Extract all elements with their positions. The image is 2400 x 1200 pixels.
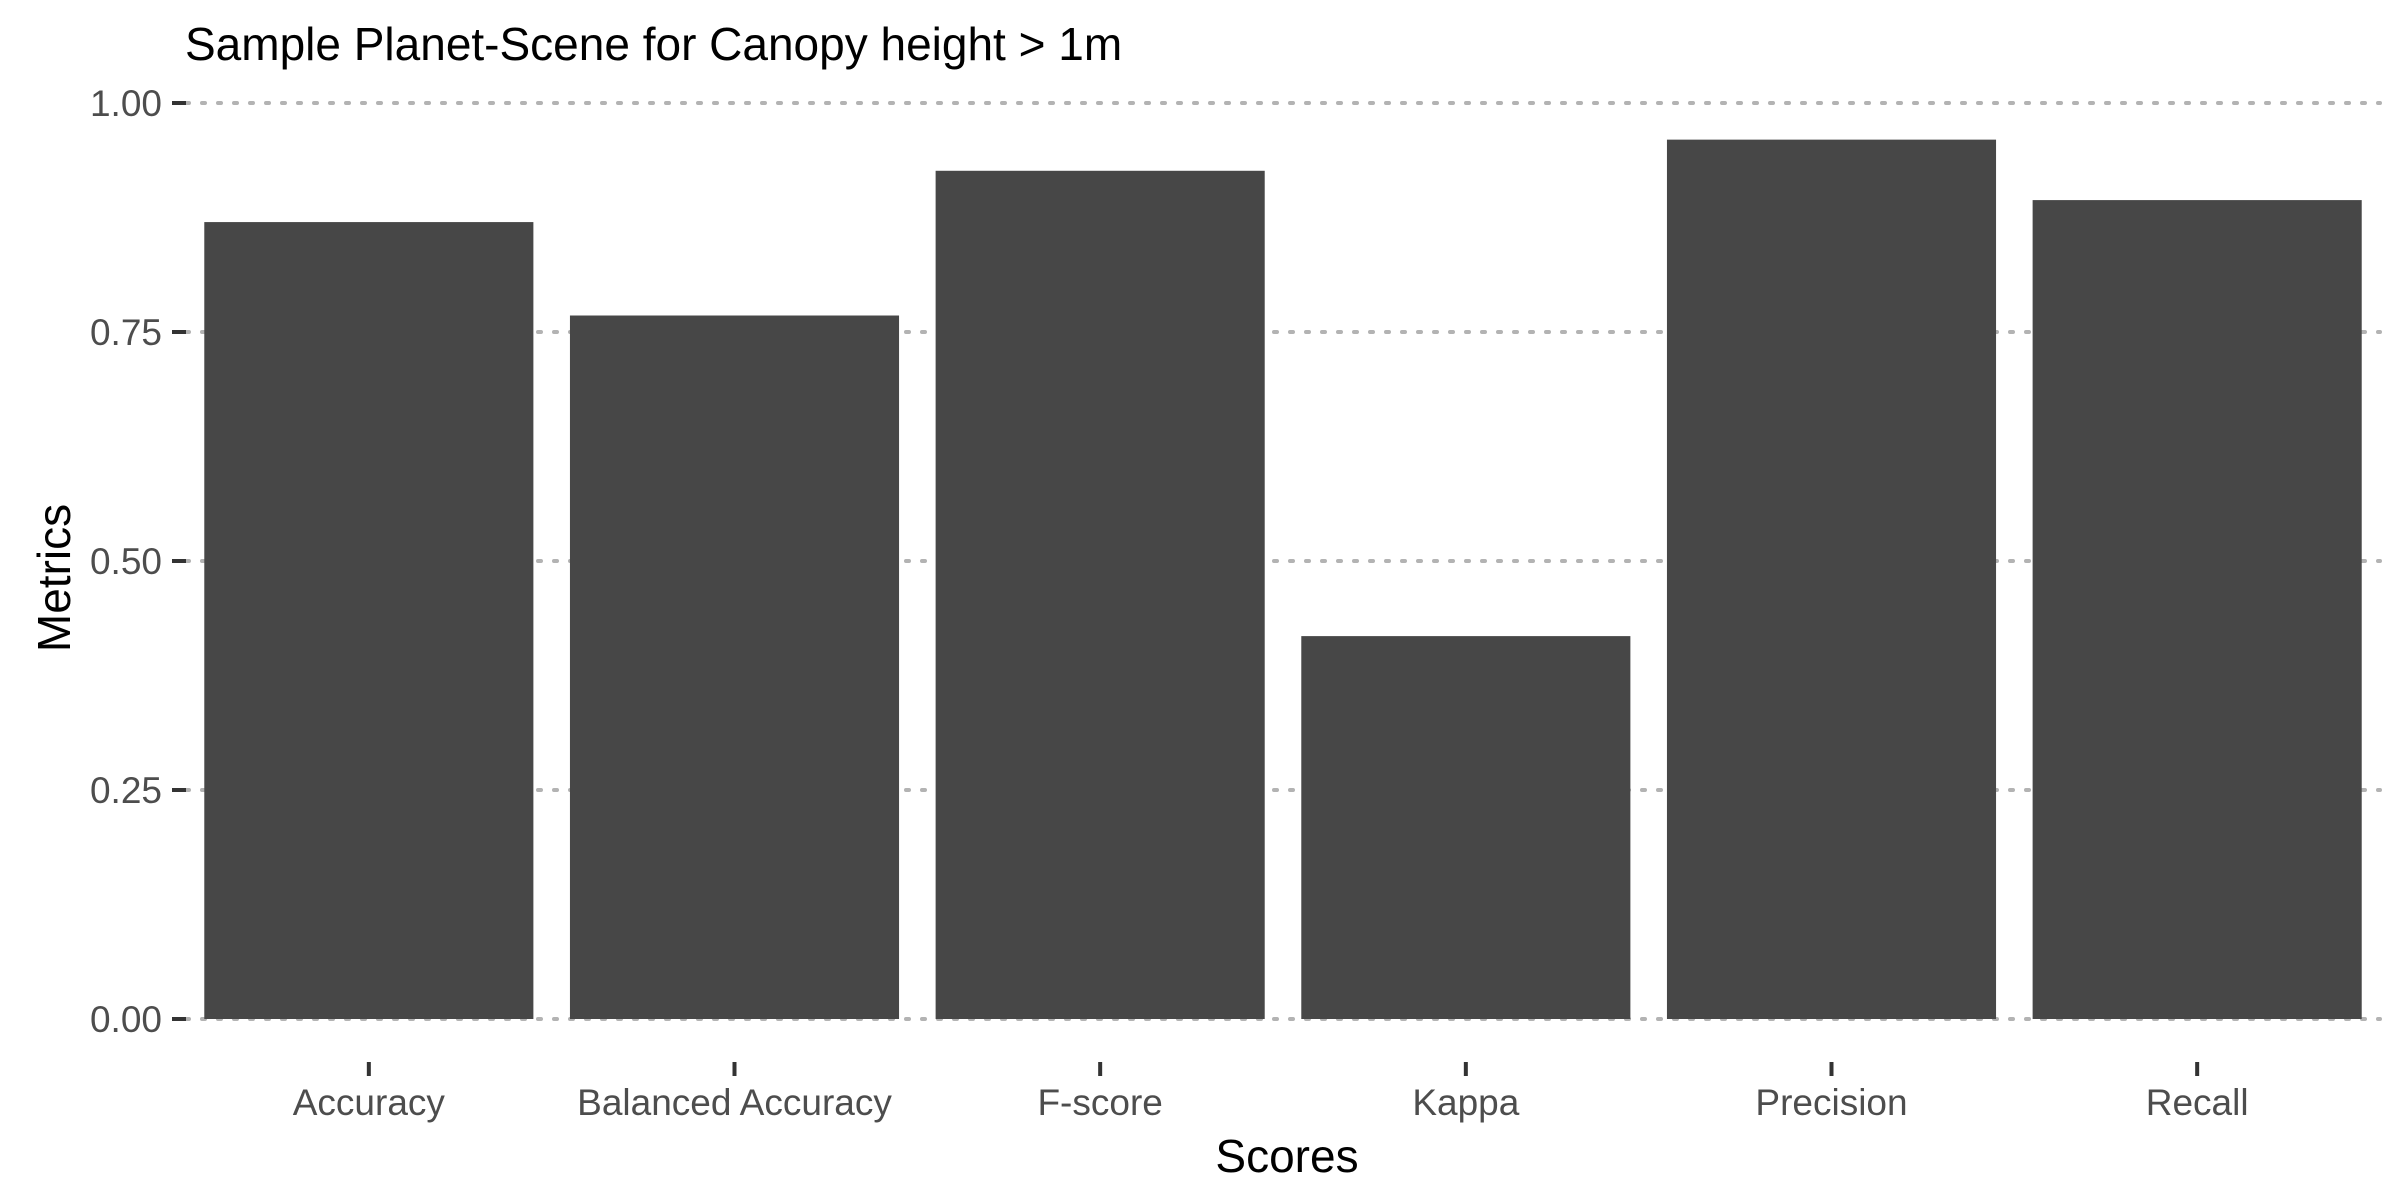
y-axis-title: Metrics bbox=[28, 504, 80, 652]
x-axis: Accuracy Balanced Accuracy F-score Kappa Pre… bbox=[293, 1062, 2249, 1123]
bar bbox=[569, 315, 900, 1020]
x-tick-label: Accuracy bbox=[293, 1082, 446, 1123]
bar bbox=[935, 170, 1265, 1019]
bar bbox=[2032, 200, 2362, 1019]
y-tick-label: 0.00 bbox=[90, 999, 162, 1040]
x-tick-label: Kappa bbox=[1412, 1082, 1519, 1123]
x-axis-title: Scores bbox=[1215, 1130, 1358, 1182]
y-tick-label: 1.00 bbox=[90, 83, 162, 124]
y-tick-label: 0.25 bbox=[90, 770, 162, 811]
bar bbox=[1301, 636, 1631, 1019]
y-tick-label: 0.75 bbox=[90, 312, 162, 353]
y-tick-label: 0.50 bbox=[90, 541, 162, 582]
x-tick-label: Balanced Accuracy bbox=[577, 1082, 892, 1123]
chart-title: Sample Planet-Scene for Canopy height > … bbox=[185, 18, 1122, 70]
y-axis: 0.00 0.25 0.50 0.75 1.00 bbox=[90, 83, 186, 1040]
bar bbox=[1666, 139, 1997, 1019]
x-tick-label: Recall bbox=[2146, 1082, 2249, 1123]
bars bbox=[204, 139, 2362, 1020]
x-tick-label: F-score bbox=[1037, 1082, 1162, 1123]
gridlines bbox=[184, 101, 2382, 1021]
bar bbox=[204, 222, 534, 1019]
x-tick-label: Precision bbox=[1755, 1082, 1907, 1123]
